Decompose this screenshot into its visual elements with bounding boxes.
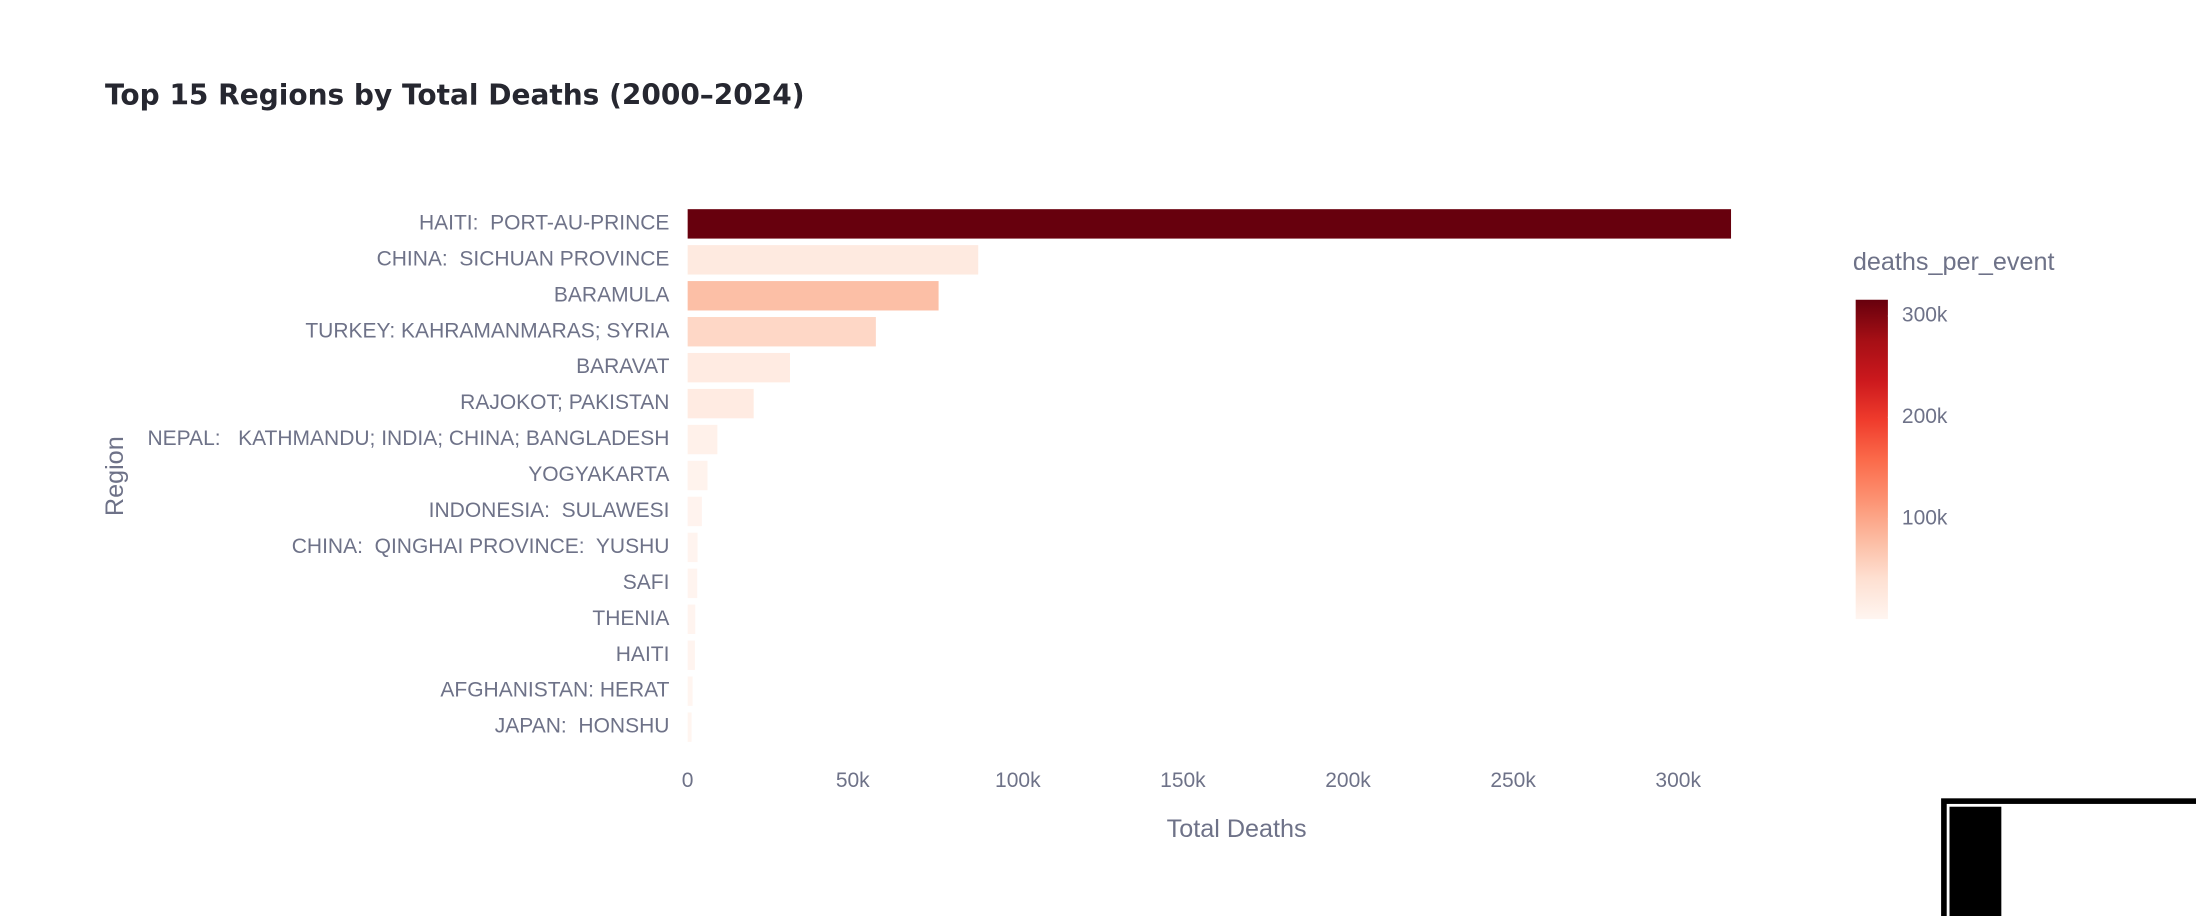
y-tick-label: HAITI bbox=[616, 643, 670, 666]
bar bbox=[687, 712, 692, 742]
bar bbox=[687, 245, 979, 275]
bar bbox=[687, 281, 939, 311]
bar bbox=[687, 460, 708, 491]
y-tick-label: RAJOKOT; PAKISTAN bbox=[460, 391, 669, 414]
y-tick-label: BARAVAT bbox=[576, 355, 670, 378]
x-tick-label: 200k bbox=[1325, 769, 1371, 792]
x-axis-title: Total Deaths bbox=[1167, 815, 1307, 843]
y-tick-label: NEPAL: KATHMANDU; INDIA; CHINA; BANGLADE… bbox=[147, 427, 669, 450]
y-tick-label: INDONESIA: SULAWESI bbox=[429, 499, 670, 522]
colorbar-title: deaths_per_event bbox=[1853, 248, 2055, 276]
bar bbox=[687, 496, 702, 527]
y-tick-label: THENIA bbox=[592, 607, 669, 630]
bar bbox=[687, 532, 698, 563]
y-tick-label: SAFI bbox=[623, 571, 670, 594]
colorbar-tick-label: 300k bbox=[1902, 304, 1948, 327]
bar bbox=[687, 568, 698, 599]
y-tick-label: CHINA: SICHUAN PROVINCE bbox=[377, 247, 670, 270]
chart-title: Top 15 Regions by Total Deaths (2000–202… bbox=[105, 79, 804, 112]
y-tick-label: YOGYAKARTA bbox=[528, 463, 669, 486]
x-tick-label: 50k bbox=[836, 769, 870, 792]
bar bbox=[687, 209, 1732, 239]
overlay-block bbox=[1949, 806, 2002, 916]
y-tick-label: JAPAN: HONSHU bbox=[495, 715, 670, 738]
y-tick-label: BARAMULA bbox=[554, 283, 670, 306]
colorbar-tick-label: 100k bbox=[1902, 506, 1948, 529]
x-tick-label: 150k bbox=[1160, 769, 1206, 792]
x-tick-label: 300k bbox=[1655, 769, 1701, 792]
bar bbox=[687, 676, 693, 706]
x-tick-label: 100k bbox=[995, 769, 1041, 792]
bar bbox=[687, 604, 696, 634]
colorbar bbox=[1855, 299, 1888, 620]
x-tick-label: 0 bbox=[682, 769, 694, 792]
y-tick-label: HAITI: PORT-AU-PRINCE bbox=[419, 211, 669, 234]
bar bbox=[687, 640, 695, 670]
y-tick-label: TURKEY: KAHRAMANMARAS; SYRIA bbox=[305, 319, 669, 342]
bar bbox=[687, 352, 791, 383]
colorbar-tick-label: 200k bbox=[1902, 405, 1948, 428]
y-axis-title: Region bbox=[101, 436, 129, 516]
bar bbox=[687, 424, 718, 455]
y-tick-label: AFGHANISTAN: HERAT bbox=[440, 679, 669, 702]
x-tick-label: 250k bbox=[1490, 769, 1536, 792]
bar bbox=[687, 388, 754, 419]
y-tick-label: CHINA: QINGHAI PROVINCE: YUSHU bbox=[292, 535, 670, 558]
bar bbox=[687, 317, 876, 347]
